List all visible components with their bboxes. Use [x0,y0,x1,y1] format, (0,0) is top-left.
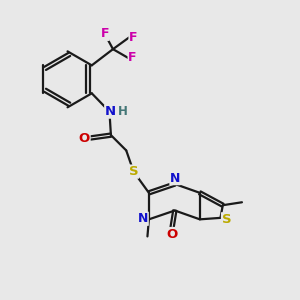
Text: S: S [221,213,231,226]
Text: N: N [138,212,148,225]
Text: N: N [170,172,180,184]
Text: O: O [79,132,90,145]
Text: O: O [166,228,178,241]
Text: F: F [128,52,137,64]
Text: F: F [100,27,109,40]
Text: F: F [129,31,137,44]
Text: N: N [105,105,116,118]
Text: H: H [118,105,128,118]
Text: S: S [129,165,138,178]
